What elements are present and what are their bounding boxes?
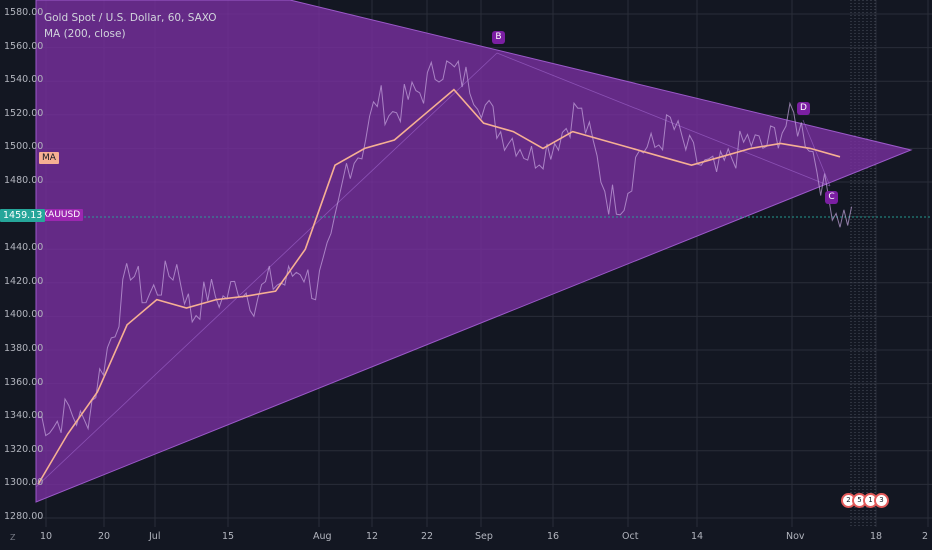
- z-label[interactable]: Z: [10, 533, 16, 542]
- pattern-point-b[interactable]: B: [492, 31, 505, 44]
- price-axis-label: 1500.00: [4, 141, 44, 153]
- price-axis-label: 1280.00: [4, 511, 44, 522]
- price-axis-label: 1540.00: [4, 74, 44, 86]
- price-axis-label: 1340.00: [4, 410, 44, 422]
- price-axis-label: 1400.00: [4, 309, 44, 321]
- time-axis-label: Jul: [149, 531, 161, 542]
- time-axis-label: Sep: [475, 531, 493, 542]
- pattern-leg: [35, 52, 498, 488]
- price-axis-label: 1380.00: [4, 343, 44, 354]
- time-axis-label: 14: [691, 531, 704, 542]
- time-axis-label: 15: [222, 531, 235, 542]
- symbol-tag: XAUUSD: [39, 209, 84, 221]
- time-axis-label: 20: [98, 531, 111, 542]
- time-axis-label: Aug: [313, 531, 332, 542]
- pattern-leg: [802, 119, 831, 187]
- triangle-pattern: [35, 0, 913, 503]
- pattern-point-c[interactable]: C: [825, 191, 838, 204]
- events-badges[interactable]: 2 5 1 3: [841, 493, 889, 508]
- ma-tag: MA: [39, 152, 59, 164]
- symbol-title[interactable]: Gold Spot / U.S. Dollar, 60, SAXO: [44, 12, 217, 24]
- price-axis-label: 1440.00: [4, 242, 44, 254]
- time-axis-label: 22: [421, 531, 434, 542]
- ma-line: [37, 88, 841, 485]
- time-axis-label: 16: [547, 531, 560, 542]
- time-axis-label: 12: [366, 531, 379, 542]
- time-axis-label: Nov: [786, 531, 805, 542]
- pattern-point-d[interactable]: D: [797, 102, 810, 115]
- pattern-leg: [496, 52, 831, 187]
- time-axis-label: 2: [922, 531, 929, 542]
- price-axis-label: 1580.00: [4, 7, 44, 18]
- price-axis-label: 1560.00: [4, 40, 44, 52]
- price-axis-label: 1320.00: [4, 443, 44, 455]
- time-axis-label: 18: [870, 531, 883, 542]
- current-price-tag: 1459.13: [0, 209, 46, 222]
- price-axis-label: 1360.00: [4, 376, 44, 388]
- indicator-label[interactable]: MA (200, close): [44, 28, 126, 40]
- time-axis-label: 10: [40, 531, 53, 542]
- price-line: [37, 59, 853, 437]
- time-axis-label: Oct: [622, 531, 639, 542]
- price-axis-label: 1520.00: [4, 107, 44, 119]
- price-axis-label: 1480.00: [4, 175, 44, 186]
- price-axis-label: 1300.00: [4, 477, 44, 489]
- legend: Gold Spot / U.S. Dollar, 60, SAXO MA (20…: [44, 10, 217, 42]
- price-axis-label: 1420.00: [4, 275, 44, 287]
- event-badge[interactable]: 3: [874, 493, 889, 508]
